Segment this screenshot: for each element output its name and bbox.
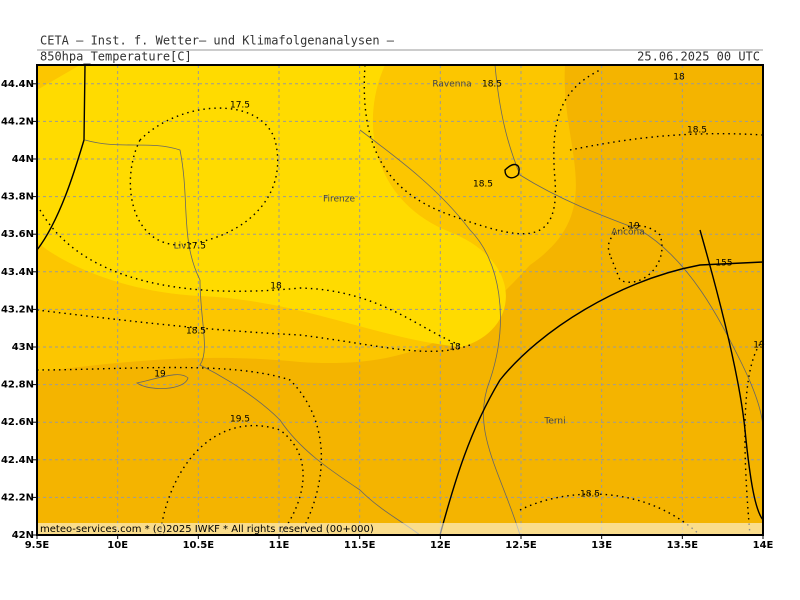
lon-tick-label: 11.5E (344, 540, 376, 551)
lon-tick-label: 12E (430, 540, 451, 551)
header-field: 850hpa_Temperature[C] (40, 50, 192, 64)
footer-credit: meteo-services.com * (c)2025 IWKF * All … (40, 524, 374, 535)
lat-tick-label: 43.4N (1, 267, 34, 278)
lat-tick-label: 42.4N (1, 455, 34, 466)
contour-label: 19 (628, 222, 640, 232)
city-label: Ancona (611, 228, 645, 238)
contour-label: 18.5 (687, 126, 707, 136)
lat-tick-label: 42.2N (1, 492, 34, 503)
bold-line (439, 261, 764, 536)
map-area: meteo-services.com * (c)2025 IWKF * All … (36, 64, 765, 536)
bold-line (36, 64, 86, 251)
lat-tick-label: 43.2N (1, 304, 34, 315)
contour-label: 18 (673, 73, 685, 83)
city-label: Terni (543, 417, 565, 427)
contour-label: 155 (715, 259, 732, 269)
contour-label: 18 (449, 343, 461, 353)
lat-tick-label: 44.2N (1, 116, 34, 127)
contour (129, 107, 279, 246)
region-border (359, 129, 521, 536)
island (136, 374, 189, 389)
lat-tick-label: 43.8N (1, 192, 34, 203)
contour-label: 18.5 (580, 490, 600, 500)
lat-tick-label: 43N (12, 342, 34, 353)
contour (569, 133, 764, 151)
contour (39, 209, 461, 346)
coastline (494, 64, 764, 431)
lat-tick-label: 44N (12, 154, 34, 165)
lat-tick-label: 42.8N (1, 380, 34, 391)
lon-tick-label: 10.5E (183, 540, 215, 551)
coastline (84, 139, 421, 536)
city-label: Liv (174, 242, 188, 252)
field-high (37, 65, 506, 347)
contour-label: 17.5 (230, 101, 250, 111)
contour (607, 225, 663, 283)
header-valid: 25.06.2025 00 UTC (637, 50, 760, 64)
lat-tick-label: 42.6N (1, 417, 34, 428)
lon-tick-label: 12.5E (505, 540, 537, 551)
lon-tick-label: 13.5E (667, 540, 699, 551)
lon-tick-label: 10E (107, 540, 128, 551)
lat-tick-label: 42N (12, 530, 34, 541)
lake (504, 163, 520, 179)
contour-label: 18.5 (186, 327, 206, 337)
contour-label: 18.5 (482, 80, 502, 90)
map-frame (36, 64, 764, 536)
header-source: CETA — Inst. f. Wetter— und Klimafolgena… (40, 34, 395, 48)
contour-label: 18.5 (473, 180, 493, 190)
footer-strip (37, 523, 763, 535)
contour-label: 17.5 (186, 242, 206, 252)
bold-line (699, 229, 764, 521)
lat-tick-label: 43.6N (1, 229, 34, 240)
contour-label: 19.5 (230, 415, 250, 425)
contour-label: 18 (270, 282, 282, 292)
lon-tick-label: 13E (591, 540, 612, 551)
city-label: Firenze (323, 195, 355, 205)
contour-label: 19 (753, 341, 765, 351)
contour (744, 339, 764, 536)
lat-tick-label: 44.4N (1, 79, 34, 90)
lon-tick-label: 11E (269, 540, 290, 551)
contour (363, 64, 601, 235)
contour (36, 366, 322, 536)
lon-tick-label: 14E (753, 540, 774, 551)
city-label: Ravenna (432, 80, 471, 90)
contour-label: 19 (154, 370, 166, 380)
lon-tick-label: 9.5E (25, 540, 50, 551)
contour (519, 493, 701, 536)
